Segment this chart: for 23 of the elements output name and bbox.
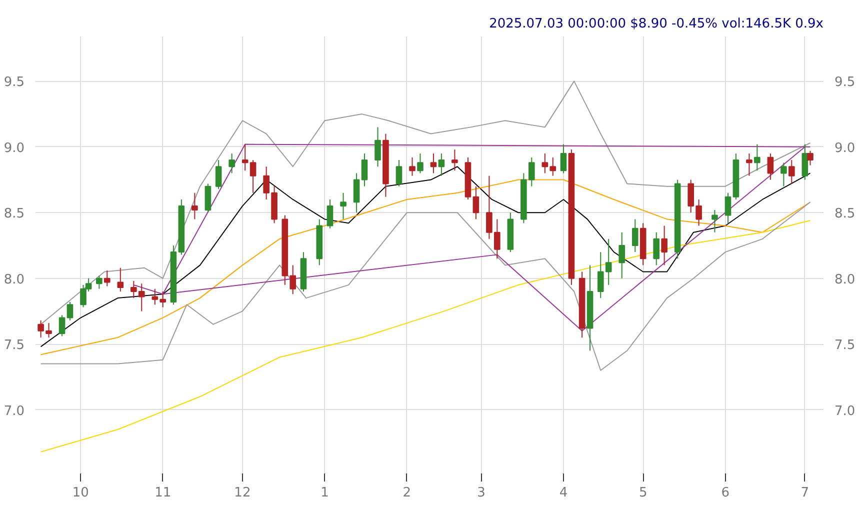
y-tick-label: 7.0 — [4, 404, 25, 419]
x-tick-label: 4 — [559, 486, 568, 500]
y2-tick-label: 9.5 — [834, 75, 856, 90]
y2-tick-label: 8.0 — [834, 272, 856, 288]
y2-tick-label: 8.5 — [834, 206, 856, 222]
y-tick-label: 8.0 — [4, 272, 25, 288]
chart-title: 2025.07.03 00:00:00 $8.90 -0.45% vol:146.5K 0.9x — [489, 16, 824, 32]
x-tick-label: 3 — [477, 486, 486, 500]
x-tick-label: 7 — [800, 486, 810, 500]
x-tick-label: 5 — [638, 486, 648, 500]
y2-tick-label: 7.5 — [834, 338, 856, 354]
y-tick-label: 9.5 — [4, 75, 25, 90]
x-tick-label: 12 — [234, 486, 251, 500]
x-tick-label: 6 — [721, 486, 730, 500]
x-tick-label: 1 — [320, 486, 329, 500]
x-tick-label: 2 — [402, 486, 412, 500]
x-tick-label: 11 — [154, 486, 172, 500]
y-tick-label: 9.0 — [4, 140, 25, 156]
y-tick-label: 7.5 — [4, 338, 25, 354]
y2-tick-label: 7.0 — [834, 404, 856, 419]
x-tick-label: 10 — [72, 486, 89, 500]
y-tick-label: 8.5 — [4, 206, 25, 222]
y2-tick-label: 9.0 — [834, 140, 856, 156]
